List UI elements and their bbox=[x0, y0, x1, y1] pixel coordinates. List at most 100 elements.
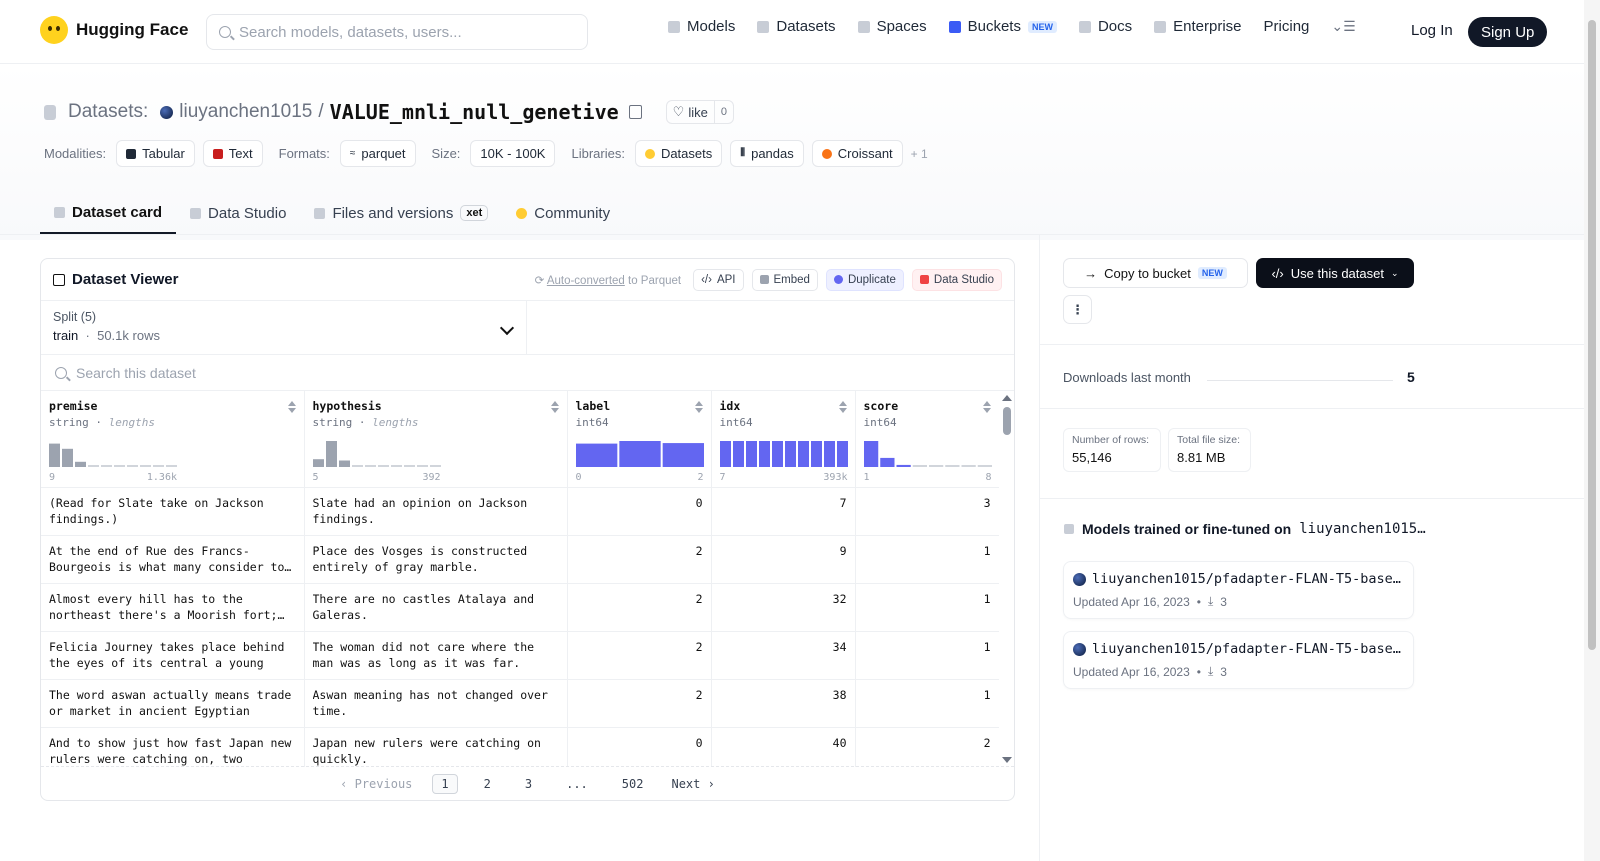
histogram-bar[interactable] bbox=[75, 461, 86, 467]
column-histogram[interactable] bbox=[49, 439, 177, 467]
tag-tabular[interactable]: Tabular bbox=[116, 140, 195, 167]
table-cell-premise[interactable]: Felicia Journey takes place behind the e… bbox=[41, 631, 305, 680]
histogram-bar[interactable] bbox=[745, 440, 757, 467]
tab-community[interactable]: Community bbox=[502, 192, 624, 234]
nav-models[interactable]: Models bbox=[668, 18, 735, 35]
histogram-bar[interactable] bbox=[823, 440, 835, 467]
table-row[interactable]: (Read for Slate take on Jackson findings… bbox=[41, 487, 1000, 536]
table-cell-premise[interactable]: And to show just how fast Japan new rule… bbox=[41, 727, 305, 767]
table-cell-score[interactable]: 1 bbox=[855, 631, 1000, 680]
table-cell-label[interactable]: 0 bbox=[567, 487, 712, 536]
sort-icon[interactable] bbox=[550, 401, 559, 413]
page-scrollbar-thumb[interactable] bbox=[1588, 20, 1596, 650]
table-cell-premise[interactable]: The word aswan actually means trade or m… bbox=[41, 679, 305, 728]
table-row[interactable]: Felicia Journey takes place behind the e… bbox=[41, 631, 1000, 680]
page-3[interactable]: 3 bbox=[524, 776, 533, 791]
table-cell-score[interactable]: 1 bbox=[855, 535, 1000, 584]
tag-size[interactable]: 10K - 100K bbox=[470, 140, 556, 167]
histogram-bar[interactable] bbox=[377, 464, 389, 467]
sort-icon[interactable] bbox=[838, 401, 847, 413]
table-cell-label[interactable]: 2 bbox=[567, 631, 712, 680]
histogram-bar[interactable] bbox=[88, 464, 99, 467]
use-this-dataset-button[interactable]: ‹/› Use this dataset ⌄ bbox=[1256, 258, 1414, 288]
datasets-crumb[interactable]: Datasets: bbox=[68, 101, 149, 122]
histogram-bar[interactable] bbox=[166, 464, 177, 467]
column-header-1[interactable]: hypothesis string · lengths 5 392 bbox=[304, 391, 568, 488]
histogram-bar[interactable] bbox=[928, 464, 943, 467]
tab-data-studio[interactable]: Data Studio bbox=[176, 192, 300, 234]
histogram-bar[interactable] bbox=[797, 440, 809, 467]
dataset-search[interactable] bbox=[41, 355, 1014, 391]
tag-pandas[interactable]: ⦀ pandas bbox=[730, 140, 804, 167]
table-cell-score[interactable]: 2 bbox=[855, 727, 1000, 767]
histogram-bar[interactable] bbox=[961, 464, 976, 467]
table-row[interactable]: The word aswan actually means trade or m… bbox=[41, 679, 1000, 728]
table-cell-idx[interactable]: 32 bbox=[711, 583, 856, 632]
column-histogram[interactable] bbox=[575, 439, 704, 467]
histogram-bar[interactable] bbox=[390, 464, 402, 467]
owner-link[interactable]: liuyanchen1015 bbox=[179, 101, 313, 122]
column-histogram[interactable] bbox=[863, 439, 992, 467]
table-cell-hypothesis[interactable]: Japan new rulers were catching on quickl… bbox=[304, 727, 568, 767]
histogram-bar[interactable] bbox=[784, 440, 796, 467]
table-cell-premise[interactable]: Almost every hill has to the northeast t… bbox=[41, 583, 305, 632]
copy-icon[interactable] bbox=[628, 105, 642, 119]
api-button[interactable]: ‹/› API bbox=[693, 268, 744, 291]
tab-dataset-card[interactable]: Dataset card bbox=[40, 192, 177, 234]
tag-parquet[interactable]: ≈ parquet bbox=[339, 140, 416, 167]
histogram-bar[interactable] bbox=[719, 440, 731, 467]
table-cell-label[interactable]: 2 bbox=[567, 583, 712, 632]
table-scrollbar[interactable] bbox=[999, 391, 1014, 767]
histogram-bar[interactable] bbox=[771, 440, 783, 467]
histogram-bar[interactable] bbox=[416, 464, 428, 467]
global-search[interactable] bbox=[206, 14, 588, 50]
models-heading-dataset[interactable]: liuyanchen1015… bbox=[1299, 521, 1426, 537]
histogram-bar[interactable] bbox=[618, 440, 661, 467]
nav-enterprise[interactable]: Enterprise bbox=[1154, 18, 1242, 35]
table-cell-idx[interactable]: 38 bbox=[711, 679, 856, 728]
nav-buckets[interactable]: Buckets NEW bbox=[948, 18, 1057, 35]
histogram-bar[interactable] bbox=[863, 440, 878, 467]
scroll-up-icon[interactable] bbox=[1002, 395, 1012, 401]
data-studio-button[interactable]: Data Studio bbox=[911, 268, 1002, 291]
table-row[interactable]: And to show just how fast Japan new rule… bbox=[41, 727, 1000, 767]
table-cell-hypothesis[interactable]: Aswan meaning has not changed over time. bbox=[304, 679, 568, 728]
tag-text[interactable]: Text bbox=[202, 140, 263, 167]
histogram-bar[interactable] bbox=[575, 443, 617, 467]
histogram-bar[interactable] bbox=[364, 464, 376, 467]
column-histogram[interactable] bbox=[719, 439, 848, 467]
table-cell-premise[interactable]: (Read for Slate take on Jackson findings… bbox=[41, 487, 305, 536]
table-cell-hypothesis[interactable]: The woman did not care where the man was… bbox=[304, 631, 568, 680]
more-tags[interactable]: + 1 bbox=[910, 146, 928, 161]
table-cell-hypothesis[interactable]: Place des Vosges is constructed entirely… bbox=[304, 535, 568, 584]
page-scrollbar[interactable] bbox=[1584, 0, 1600, 861]
sort-icon[interactable] bbox=[694, 401, 703, 413]
nav-spaces[interactable]: Spaces bbox=[857, 18, 927, 35]
sort-icon[interactable] bbox=[287, 401, 296, 413]
table-cell-score[interactable]: 1 bbox=[855, 679, 1000, 728]
histogram-bar[interactable] bbox=[49, 443, 60, 467]
histogram-bar[interactable] bbox=[944, 464, 959, 467]
histogram-bar[interactable] bbox=[127, 464, 138, 467]
tag-croissant[interactable]: Croissant bbox=[811, 140, 903, 167]
table-row[interactable]: At the end of Rue des Francs-Bourgeois i… bbox=[41, 535, 1000, 584]
split-select[interactable]: Split (5) train · 50.1k rows bbox=[41, 301, 527, 354]
like-button[interactable]: ♡ like 0 bbox=[665, 100, 734, 124]
histogram-bar[interactable] bbox=[338, 460, 350, 467]
histogram-bar[interactable] bbox=[896, 464, 911, 467]
previous-page-button[interactable]: ‹ Previous bbox=[332, 775, 420, 793]
histogram-bar[interactable] bbox=[62, 448, 73, 467]
scroll-down-icon[interactable] bbox=[1002, 757, 1012, 763]
histogram-bar[interactable] bbox=[836, 440, 848, 467]
duplicate-button[interactable]: Duplicate bbox=[825, 268, 904, 291]
tag-datasets[interactable]: Datasets bbox=[634, 140, 723, 167]
histogram-bar[interactable] bbox=[114, 464, 125, 467]
more-menu-icon[interactable]: ⌄☰ bbox=[1331, 18, 1356, 34]
copy-to-bucket-button[interactable]: → Copy to bucket NEW bbox=[1063, 258, 1248, 288]
table-cell-hypothesis[interactable]: There are no castles Atalaya and Galeras… bbox=[304, 583, 568, 632]
table-cell-hypothesis[interactable]: Slate had an opinion on Jackson findings… bbox=[304, 487, 568, 536]
column-header-2[interactable]: label int64 0 2 bbox=[567, 391, 712, 488]
tab-files-and-versions[interactable]: Files and versions xet bbox=[300, 192, 502, 234]
table-cell-label[interactable]: 2 bbox=[567, 535, 712, 584]
histogram-bar[interactable] bbox=[312, 458, 324, 467]
